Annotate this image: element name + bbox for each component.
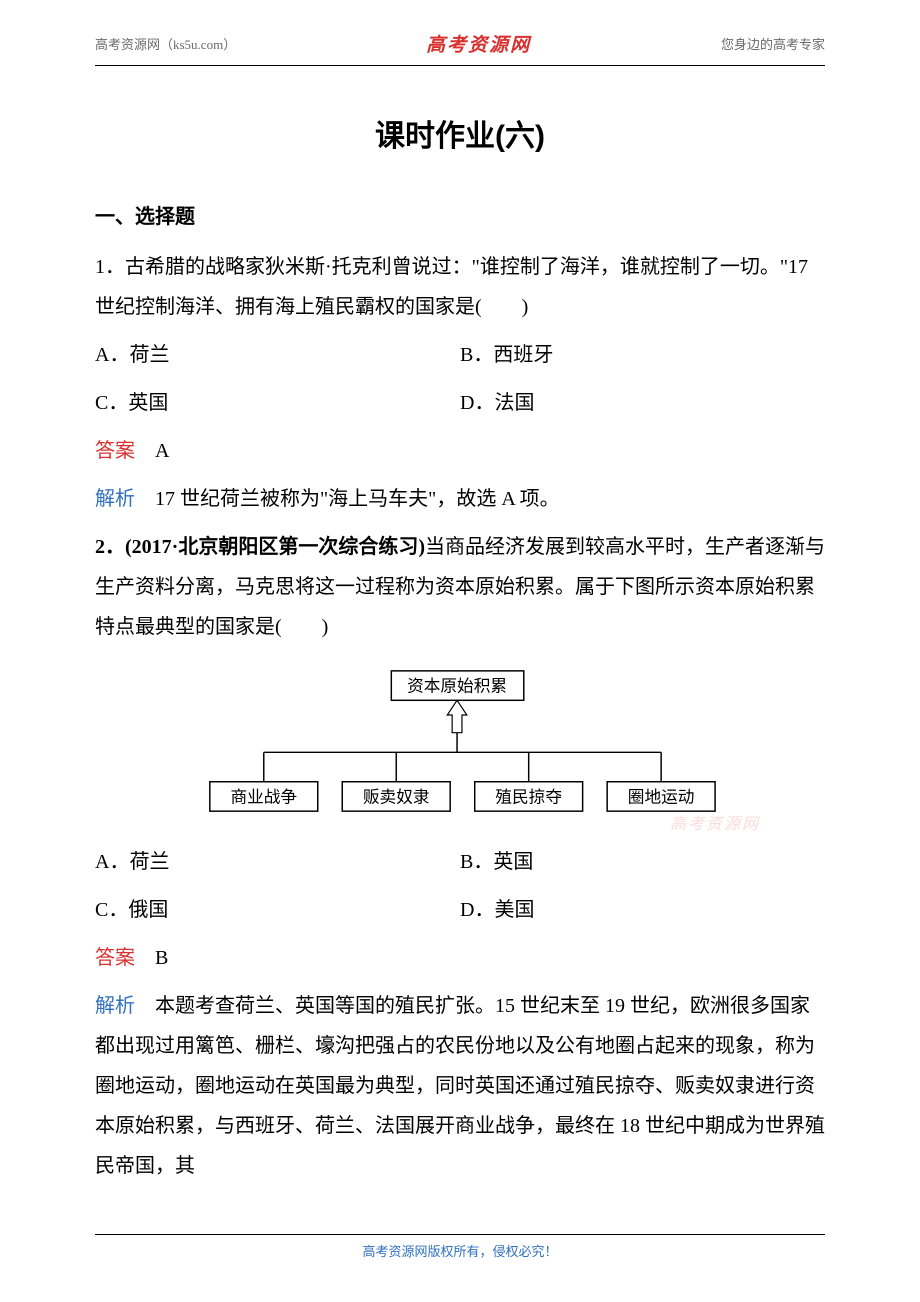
diagram-child-text-2: 贩卖奴隶 [363, 787, 430, 806]
q2-option-d: D．美国 [460, 890, 825, 930]
q1-analysis: 解析 17 世纪荷兰被称为"海上马车夫"，故选 A 项。 [95, 479, 825, 519]
q1-option-c: C．英国 [95, 383, 460, 423]
diagram-container: 资本原始积累 商业战争 贩卖奴隶 殖民掠夺 圈地运动 [95, 662, 825, 822]
q1-answer: 答案 A [95, 431, 825, 471]
diagram-child-text-3: 殖民掠夺 [495, 787, 562, 806]
q2-answer: 答案 B [95, 938, 825, 978]
header-center-logo: 高考资源网 [426, 30, 531, 57]
q2-option-a: A．荷兰 [95, 842, 460, 882]
page-title: 课时作业(六) [95, 111, 825, 155]
q1-analysis-label: 解析 [95, 488, 135, 510]
diagram-root-text: 资本原始积累 [407, 676, 507, 695]
diagram-child-text-4: 圈地运动 [628, 787, 695, 806]
page-footer: 高考资源网版权所有，侵权必究！ [95, 1234, 825, 1260]
q2-analysis-label: 解析 [95, 995, 135, 1017]
q2-option-b: B．英国 [460, 842, 825, 882]
watermark: 高考资源网 [670, 810, 760, 834]
q1-text: 1．古希腊的战略家狄米斯·托克利曾说过："谁控制了海洋，谁就控制了一切。"17 … [95, 247, 825, 327]
capital-accumulation-diagram: 资本原始积累 商业战争 贩卖奴隶 殖民掠夺 圈地运动 [200, 662, 720, 822]
q1-answer-text: A [135, 440, 169, 462]
q2-text-bold: 2．(2017·北京朝阳区第一次综合练习) [95, 536, 425, 558]
q2-answer-text: B [135, 947, 168, 969]
content-area: 课时作业(六) 一、选择题 1．古希腊的战略家狄米斯·托克利曾说过："谁控制了海… [0, 111, 920, 1186]
page-header: 高考资源网（ks5u.com） 高考资源网 您身边的高考专家 [95, 0, 825, 66]
q1-option-d: D．法国 [460, 383, 825, 423]
q1-option-a: A．荷兰 [95, 335, 460, 375]
q2-options-row2: C．俄国 D．美国 [95, 890, 825, 930]
q2-text: 2．(2017·北京朝阳区第一次综合练习)当商品经济发展到较高水平时，生产者逐渐… [95, 527, 825, 647]
q1-answer-label: 答案 [95, 440, 135, 462]
header-right: 您身边的高考专家 [721, 34, 825, 53]
diagram-child-text-1: 商业战争 [230, 787, 297, 806]
footer-text: 高考资源网版权所有，侵权必究！ [362, 1244, 557, 1259]
q2-analysis: 解析 本题考查荷兰、英国等国的殖民扩张。15 世纪末至 19 世纪，欧洲很多国家… [95, 986, 825, 1186]
q2-answer-label: 答案 [95, 947, 135, 969]
q1-option-b: B．西班牙 [460, 335, 825, 375]
section-heading: 一、选择题 [95, 200, 825, 229]
q1-analysis-text: 17 世纪荷兰被称为"海上马车夫"，故选 A 项。 [135, 488, 560, 510]
q2-option-c: C．俄国 [95, 890, 460, 930]
q1-options-row2: C．英国 D．法国 [95, 383, 825, 423]
q2-analysis-text: 本题考查荷兰、英国等国的殖民扩张。15 世纪末至 19 世纪，欧洲很多国家都出现… [95, 995, 825, 1177]
q1-options-row1: A．荷兰 B．西班牙 [95, 335, 825, 375]
q2-options-row1: A．荷兰 B．英国 [95, 842, 825, 882]
diagram-arrow [447, 700, 467, 732]
header-left: 高考资源网（ks5u.com） [95, 34, 236, 53]
